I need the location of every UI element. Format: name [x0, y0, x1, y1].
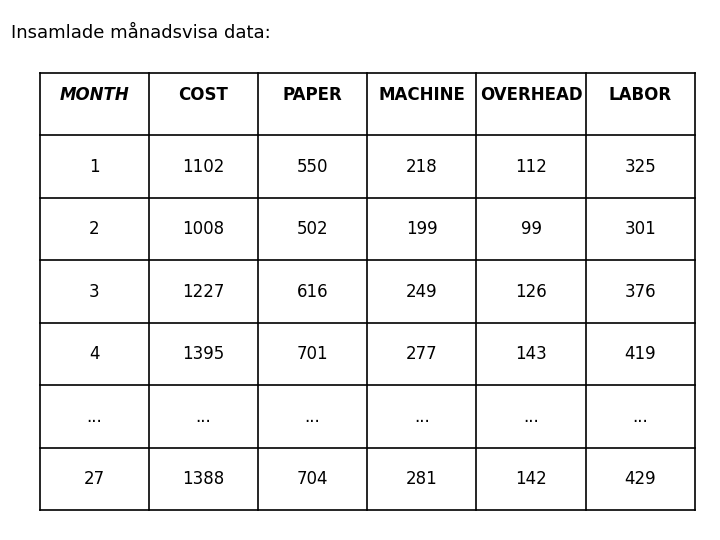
Text: ...: ...: [196, 408, 211, 426]
Text: 281: 281: [406, 470, 438, 488]
Text: 4: 4: [89, 345, 99, 363]
Text: 1227: 1227: [182, 282, 225, 301]
Text: 1: 1: [89, 158, 99, 176]
Text: 126: 126: [515, 282, 547, 301]
Text: 143: 143: [515, 345, 547, 363]
Text: 325: 325: [624, 158, 656, 176]
Text: ...: ...: [632, 408, 648, 426]
Text: 419: 419: [624, 345, 656, 363]
Text: 2: 2: [89, 220, 99, 238]
Text: LABOR: LABOR: [608, 86, 672, 104]
Text: 376: 376: [624, 282, 656, 301]
Text: OVERHEAD: OVERHEAD: [480, 86, 582, 104]
Text: 429: 429: [624, 470, 656, 488]
Text: ...: ...: [523, 408, 539, 426]
Text: 3: 3: [89, 282, 99, 301]
Text: 249: 249: [406, 282, 438, 301]
Text: 1388: 1388: [182, 470, 225, 488]
Text: ...: ...: [86, 408, 102, 426]
Text: ...: ...: [414, 408, 430, 426]
Text: 218: 218: [406, 158, 438, 176]
Text: 277: 277: [406, 345, 438, 363]
Text: 301: 301: [624, 220, 656, 238]
Text: 616: 616: [297, 282, 328, 301]
Text: 99: 99: [521, 220, 541, 238]
Text: 142: 142: [515, 470, 547, 488]
Text: 502: 502: [297, 220, 328, 238]
Text: 112: 112: [515, 158, 547, 176]
Text: 701: 701: [297, 345, 328, 363]
Text: MONTH: MONTH: [59, 86, 129, 104]
Text: MACHINE: MACHINE: [379, 86, 465, 104]
Text: COST: COST: [179, 86, 228, 104]
Text: 1395: 1395: [182, 345, 225, 363]
Text: ...: ...: [305, 408, 320, 426]
Text: 704: 704: [297, 470, 328, 488]
Text: 1008: 1008: [182, 220, 225, 238]
Text: 27: 27: [84, 470, 105, 488]
Text: PAPER: PAPER: [283, 86, 343, 104]
Text: 199: 199: [406, 220, 438, 238]
Text: 550: 550: [297, 158, 328, 176]
Text: 1102: 1102: [182, 158, 225, 176]
Text: Insamlade månadsvisa data:: Insamlade månadsvisa data:: [11, 24, 271, 42]
